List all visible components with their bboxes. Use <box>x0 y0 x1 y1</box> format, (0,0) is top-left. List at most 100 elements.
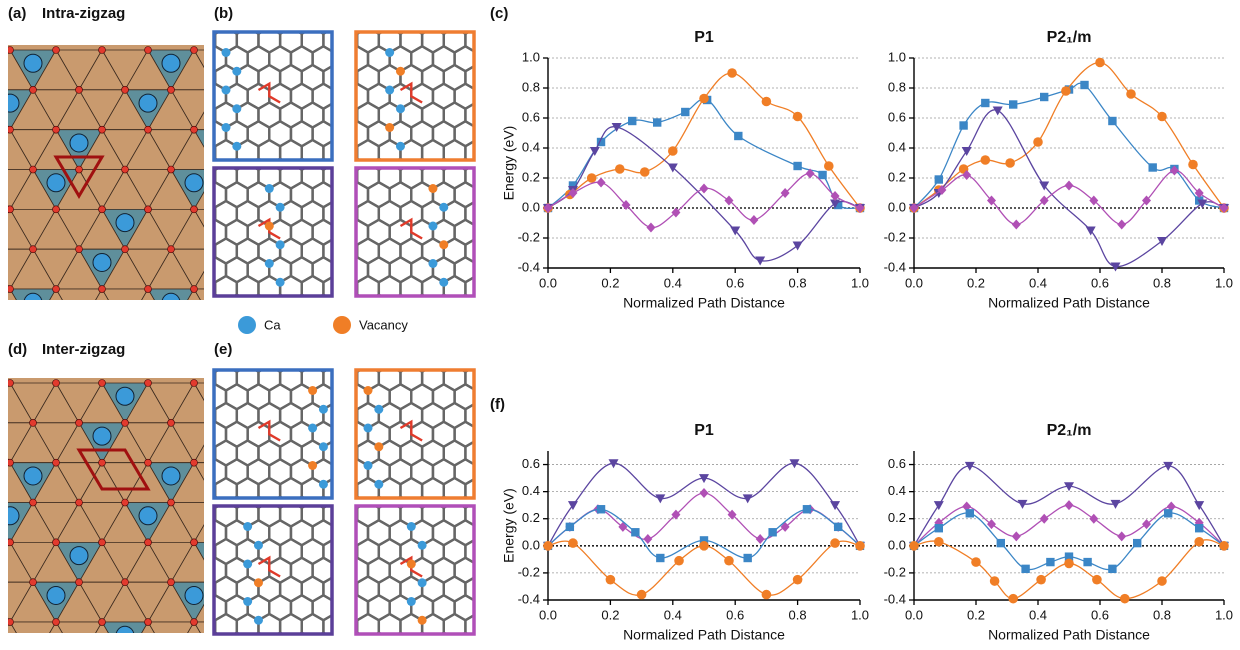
o-site <box>76 86 83 93</box>
ca-site <box>439 278 448 287</box>
data-point <box>803 505 811 513</box>
hex-cell <box>356 497 378 522</box>
y-tick-label: 0.2 <box>888 169 906 184</box>
o-site <box>168 166 175 173</box>
data-point <box>1061 86 1071 96</box>
data-point <box>606 575 616 585</box>
hex-cell <box>433 9 455 34</box>
ca-site <box>1 507 19 525</box>
hex-cell <box>487 276 509 301</box>
x-tick-label: 0.8 <box>1153 607 1171 622</box>
data-point <box>793 575 803 585</box>
ca-site <box>308 424 317 433</box>
data-point <box>699 541 709 551</box>
data-point <box>962 147 972 156</box>
o-site <box>145 459 152 466</box>
x-tick-label: 0.0 <box>539 275 557 290</box>
o-site <box>145 286 152 293</box>
legend-label: Ca <box>264 317 281 332</box>
y-tick-label: 0.4 <box>522 139 540 154</box>
x-tick-label: 0.2 <box>967 275 985 290</box>
y-tick-label: 0.0 <box>522 199 540 214</box>
vacancy-site <box>439 240 448 249</box>
o-site <box>99 619 106 626</box>
hex-cell <box>476 295 498 320</box>
data-point <box>909 541 919 551</box>
y-axis-label: Energy (eV) <box>501 488 517 563</box>
x-tick-label: 0.2 <box>601 607 619 622</box>
ca-site <box>374 480 383 489</box>
ca-site <box>396 104 405 113</box>
ca-site <box>1 94 19 112</box>
o-site <box>122 579 129 586</box>
data-point <box>1219 541 1229 551</box>
vacancy-site <box>374 442 383 451</box>
o-site <box>260 246 267 253</box>
ca-site <box>385 86 394 95</box>
y-tick-label: -0.4 <box>884 591 906 606</box>
data-point <box>699 94 709 104</box>
hex-cell <box>476 145 498 170</box>
o-site <box>145 126 152 133</box>
data-point <box>793 112 803 122</box>
hex-cell <box>498 220 520 245</box>
data-point <box>1194 537 1204 547</box>
hex-cell <box>334 558 356 583</box>
data-point <box>615 164 625 174</box>
x-tick-label: 0.8 <box>1153 275 1171 290</box>
hex-cell <box>487 614 509 639</box>
hex-cell <box>498 84 520 109</box>
x-tick-label: 0.4 <box>1029 275 1047 290</box>
data-point <box>597 505 605 513</box>
hex-cell <box>334 483 356 508</box>
ca-site <box>243 560 252 569</box>
o-site <box>53 47 60 54</box>
data-point <box>1046 558 1054 566</box>
ca-site <box>162 293 180 311</box>
ca-site <box>439 203 448 212</box>
ca-site <box>116 387 134 405</box>
hex-cell <box>368 347 390 372</box>
x-tick-label: 1.0 <box>851 607 869 622</box>
data-point <box>934 501 944 510</box>
data-point <box>971 557 981 567</box>
o-site <box>191 126 198 133</box>
hex-cell <box>291 347 313 372</box>
series-line <box>914 505 1224 546</box>
honeycomb <box>194 483 378 650</box>
hex-cell <box>487 239 509 264</box>
y-tick-label: 0.0 <box>888 199 906 214</box>
hex-cell <box>336 366 358 391</box>
ca-site <box>185 586 203 604</box>
y-tick-label: 0.2 <box>522 510 540 525</box>
ca-site <box>364 424 373 433</box>
o-site <box>53 206 60 213</box>
data-point <box>1089 514 1098 524</box>
hex-cell <box>498 257 520 282</box>
data-point <box>981 155 991 165</box>
ca-site <box>162 467 180 485</box>
o-site <box>191 286 198 293</box>
hex-cell <box>411 347 433 372</box>
data-point <box>824 161 834 171</box>
data-point <box>1021 565 1029 573</box>
y-tick-label: -0.2 <box>518 229 540 244</box>
panel-label: (f) <box>490 396 505 413</box>
o-site <box>168 86 175 93</box>
panel-label: (c) <box>490 5 508 22</box>
ca-site <box>265 259 274 268</box>
ca-site <box>276 240 285 249</box>
o-site <box>7 619 14 626</box>
chart-title: P2₁/m <box>1047 422 1092 439</box>
data-point <box>597 178 606 188</box>
hex-cell <box>336 539 358 564</box>
data-point <box>1005 158 1015 168</box>
data-point <box>1149 163 1157 171</box>
vacancy-site <box>364 386 373 395</box>
hex-cell <box>498 46 520 71</box>
ca-site <box>116 626 134 644</box>
hex-cell <box>476 121 498 146</box>
hex-cell <box>498 422 520 447</box>
o-site <box>214 325 221 332</box>
hex-cell <box>476 483 498 508</box>
